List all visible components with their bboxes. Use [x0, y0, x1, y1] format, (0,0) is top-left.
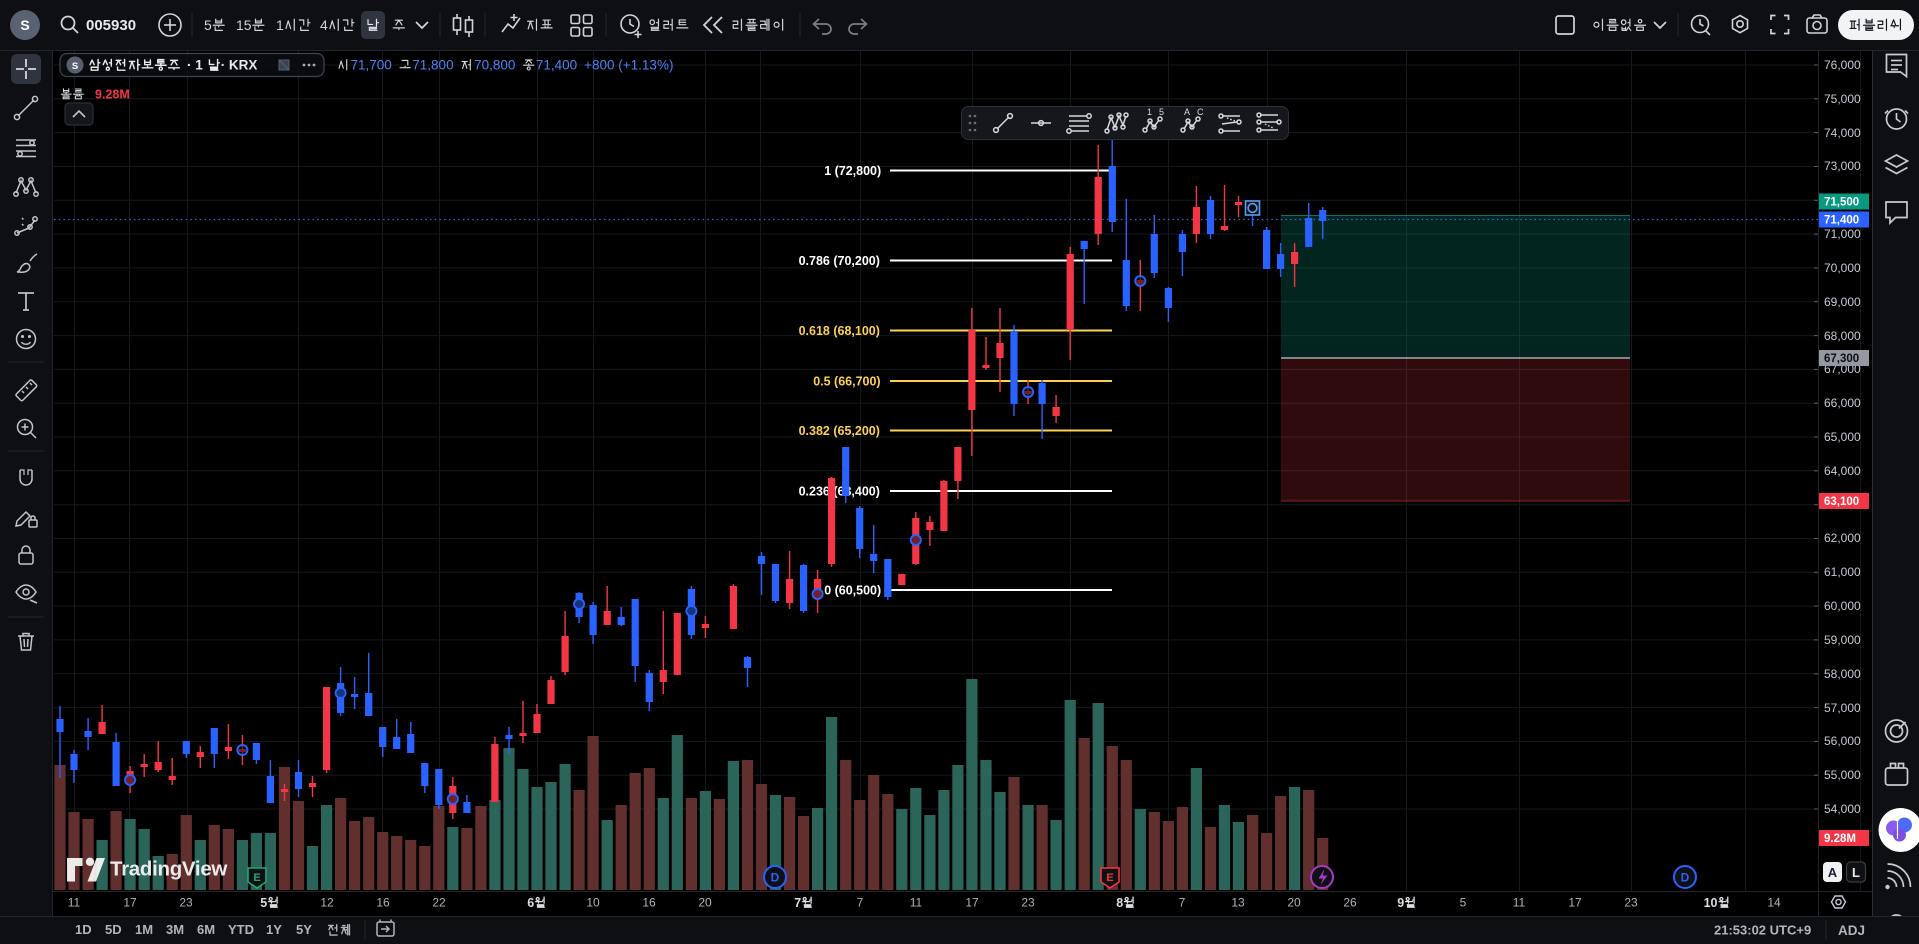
svg-text:17: 17 — [965, 896, 979, 910]
svg-text:23: 23 — [179, 896, 193, 910]
svg-text:68,000: 68,000 — [1824, 329, 1861, 343]
svg-text:0.618 (68,100): 0.618 (68,100) — [799, 324, 880, 338]
svg-text:· 1: · 1 — [187, 58, 203, 73]
svg-text:20: 20 — [1287, 896, 1301, 910]
svg-text:YTD: YTD — [228, 922, 254, 937]
svg-text:17: 17 — [123, 896, 137, 910]
svg-text:5D: 5D — [105, 922, 122, 937]
svg-text:66,000: 66,000 — [1824, 396, 1861, 410]
svg-text:75,000: 75,000 — [1824, 92, 1861, 106]
svg-text:E: E — [253, 872, 260, 884]
svg-text:S: S — [72, 61, 78, 72]
svg-text:0.5 (66,700): 0.5 (66,700) — [813, 374, 880, 388]
svg-text:5: 5 — [1159, 107, 1164, 117]
svg-text:11: 11 — [910, 896, 923, 910]
svg-text:17: 17 — [1568, 896, 1582, 910]
svg-text:71,500: 71,500 — [1824, 197, 1859, 209]
svg-text:65,000: 65,000 — [1824, 430, 1861, 444]
svg-text:A: A — [1184, 107, 1190, 117]
svg-text:58,000: 58,000 — [1824, 667, 1861, 681]
svg-text:3M: 3M — [166, 922, 184, 937]
svg-text:71,000: 71,000 — [1824, 227, 1861, 241]
svg-text:71,400: 71,400 — [1824, 215, 1859, 227]
svg-text:D: D — [1681, 871, 1690, 885]
svg-text:C: C — [1197, 107, 1204, 117]
svg-text:57,000: 57,000 — [1824, 701, 1861, 715]
svg-text:64,000: 64,000 — [1824, 464, 1861, 478]
svg-text:1Y: 1Y — [266, 922, 282, 937]
svg-text:L: L — [1852, 865, 1860, 880]
svg-text:1 (72,800): 1 (72,800) — [824, 164, 881, 178]
svg-text:7: 7 — [1179, 896, 1186, 910]
svg-text:67,300: 67,300 — [1824, 353, 1859, 365]
svg-text:73,000: 73,000 — [1824, 159, 1861, 173]
svg-text:71,400: 71,400 — [536, 58, 577, 73]
svg-text:7: 7 — [857, 896, 864, 910]
svg-text:16: 16 — [376, 896, 390, 910]
svg-text:60,000: 60,000 — [1824, 599, 1861, 613]
svg-text:9: 9 — [1397, 896, 1404, 910]
svg-text:1: 1 — [276, 17, 284, 33]
svg-text:7: 7 — [794, 896, 801, 910]
svg-text:0.382 (65,200): 0.382 (65,200) — [799, 424, 880, 438]
svg-text:D: D — [771, 871, 780, 885]
svg-text:A: A — [1828, 865, 1838, 880]
svg-text:20: 20 — [698, 896, 712, 910]
svg-text:56,000: 56,000 — [1824, 734, 1861, 748]
svg-text:· KRX: · KRX — [221, 58, 258, 73]
svg-text:ADJ: ADJ — [1838, 923, 1865, 938]
svg-text:54,000: 54,000 — [1824, 802, 1861, 816]
svg-text:15: 15 — [236, 17, 252, 33]
svg-text:23: 23 — [1021, 896, 1035, 910]
svg-text:5Y: 5Y — [296, 922, 312, 937]
svg-text:55,000: 55,000 — [1824, 768, 1861, 782]
svg-text:1M: 1M — [135, 922, 153, 937]
svg-text:74,000: 74,000 — [1824, 126, 1861, 140]
svg-text:1D: 1D — [75, 922, 92, 937]
svg-text:63,100: 63,100 — [1824, 496, 1859, 508]
svg-text:76,000: 76,000 — [1824, 58, 1861, 72]
svg-text:10: 10 — [586, 896, 600, 910]
svg-text:6M: 6M — [197, 922, 215, 937]
svg-text:70,800: 70,800 — [474, 58, 515, 73]
svg-text:9.28M: 9.28M — [95, 88, 130, 102]
svg-text:9.28M: 9.28M — [1824, 833, 1856, 845]
svg-text:005930: 005930 — [86, 17, 136, 34]
svg-text:5: 5 — [1460, 896, 1467, 910]
svg-text:0 (60,500): 0 (60,500) — [824, 583, 881, 597]
svg-text:61,000: 61,000 — [1824, 565, 1861, 579]
svg-text:0.786 (70,200): 0.786 (70,200) — [799, 254, 880, 268]
svg-text:1: 1 — [1147, 107, 1152, 117]
svg-text:11: 11 — [1513, 896, 1526, 910]
svg-text:59,000: 59,000 — [1824, 633, 1861, 647]
svg-text:4: 4 — [320, 17, 328, 33]
svg-text:+800 (+1.13%): +800 (+1.13%) — [584, 58, 673, 73]
svg-text:14: 14 — [1767, 896, 1781, 910]
svg-text:5: 5 — [204, 17, 212, 33]
svg-text:16: 16 — [642, 896, 656, 910]
svg-text:69,000: 69,000 — [1824, 295, 1861, 309]
svg-text:0.236 (63,400): 0.236 (63,400) — [799, 484, 880, 498]
svg-text:70,000: 70,000 — [1824, 261, 1861, 275]
svg-text:21:53:02 UTC+9: 21:53:02 UTC+9 — [1714, 923, 1811, 938]
svg-text:8: 8 — [1116, 896, 1123, 910]
svg-text:71,800: 71,800 — [412, 58, 453, 73]
svg-text:71,700: 71,700 — [351, 58, 392, 73]
svg-text:10: 10 — [1704, 896, 1718, 910]
svg-text:62,000: 62,000 — [1824, 531, 1861, 545]
svg-text:TradingView: TradingView — [110, 858, 227, 881]
svg-text:6: 6 — [527, 896, 534, 910]
svg-text:E: E — [1106, 872, 1113, 884]
svg-text:22: 22 — [432, 896, 446, 910]
svg-text:23: 23 — [1624, 896, 1638, 910]
svg-text:13: 13 — [1231, 896, 1245, 910]
svg-text:S: S — [20, 17, 29, 33]
svg-text:5: 5 — [260, 896, 267, 910]
svg-text:12: 12 — [320, 896, 334, 910]
svg-text:26: 26 — [1343, 896, 1357, 910]
svg-text:11: 11 — [68, 896, 81, 910]
